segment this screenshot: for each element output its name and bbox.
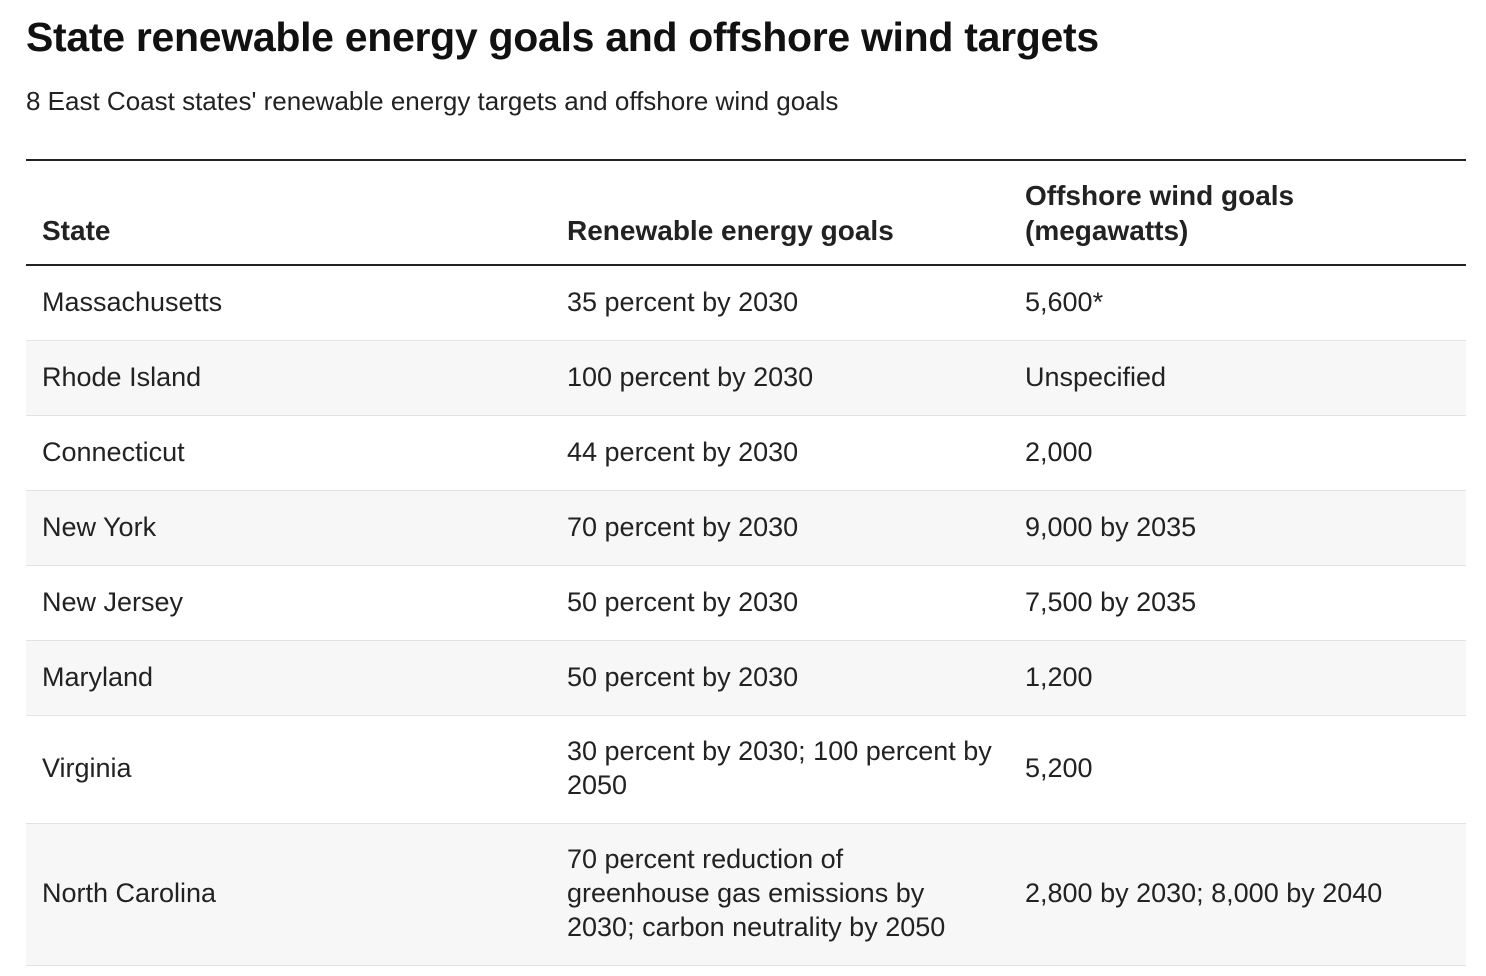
table-row: North Carolina 70 percent reduction of g…	[26, 823, 1466, 966]
cell-offshore-wind-goal: 9,000 by 2035	[1009, 490, 1466, 566]
cell-offshore-wind-goal: 7,500 by 2035	[1009, 565, 1466, 641]
cell-state: New Jersey	[26, 565, 551, 641]
cell-state: Maryland	[26, 640, 551, 716]
cell-renewable-goal: 100 percent by 2030	[551, 340, 1009, 416]
cell-offshore-wind-goal: Unspecified	[1009, 340, 1466, 416]
cell-offshore-wind-goal: 2,800 by 2030; 8,000 by 2040	[1009, 823, 1466, 966]
table-row: Rhode Island 100 percent by 2030 Unspeci…	[26, 340, 1466, 416]
cell-renewable-goal: 50 percent by 2030	[551, 565, 1009, 641]
header-offshore-wind-goals: Offshore wind goals (megawatts)	[1025, 180, 1295, 246]
table-header: State Renewable energy goals Offshore wi…	[26, 160, 1466, 265]
cell-renewable-goal: 70 percent by 2030	[551, 490, 1009, 566]
cell-state: North Carolina	[26, 823, 551, 966]
table-row: New Jersey 50 percent by 2030 7,500 by 2…	[26, 565, 1466, 641]
cell-offshore-wind-goal: 2,000	[1009, 415, 1466, 491]
header-row: State Renewable energy goals Offshore wi…	[26, 160, 1466, 265]
cell-state: Rhode Island	[26, 340, 551, 416]
cell-state: New York	[26, 490, 551, 566]
cell-offshore-wind-goal: 5,200	[1009, 715, 1466, 824]
table-row: Virginia 30 percent by 2030; 100 percent…	[26, 715, 1466, 824]
header-state: State	[42, 215, 111, 246]
cell-renewable-goal: 50 percent by 2030	[551, 640, 1009, 716]
table-body: Massachusetts 35 percent by 2030 5,600* …	[26, 265, 1466, 966]
cell-renewable-goal: 30 percent by 2030; 100 percent by 2050	[551, 715, 1009, 824]
cell-offshore-wind-goal: 5,600*	[1009, 265, 1466, 341]
table-row: Connecticut 44 percent by 2030 2,000	[26, 415, 1466, 491]
goals-table: State Renewable energy goals Offshore wi…	[26, 159, 1466, 966]
cell-state: Virginia	[26, 715, 551, 824]
cell-renewable-goal: 35 percent by 2030	[551, 265, 1009, 341]
cell-offshore-wind-goal: 1,200	[1009, 640, 1466, 716]
table-row: New York 70 percent by 2030 9,000 by 203…	[26, 490, 1466, 566]
cell-state: Connecticut	[26, 415, 551, 491]
header-renewable-goals: Renewable energy goals	[567, 215, 894, 246]
page-subtitle: 8 East Coast states' renewable energy ta…	[26, 86, 839, 116]
page-title: State renewable energy goals and offshor…	[26, 14, 1099, 60]
table-row: Massachusetts 35 percent by 2030 5,600*	[26, 265, 1466, 341]
cell-state: Massachusetts	[26, 265, 551, 341]
cell-renewable-goal: 70 percent reduction of greenhouse gas e…	[551, 823, 1009, 966]
cell-renewable-goal: 44 percent by 2030	[551, 415, 1009, 491]
table-row: Maryland 50 percent by 2030 1,200	[26, 640, 1466, 716]
